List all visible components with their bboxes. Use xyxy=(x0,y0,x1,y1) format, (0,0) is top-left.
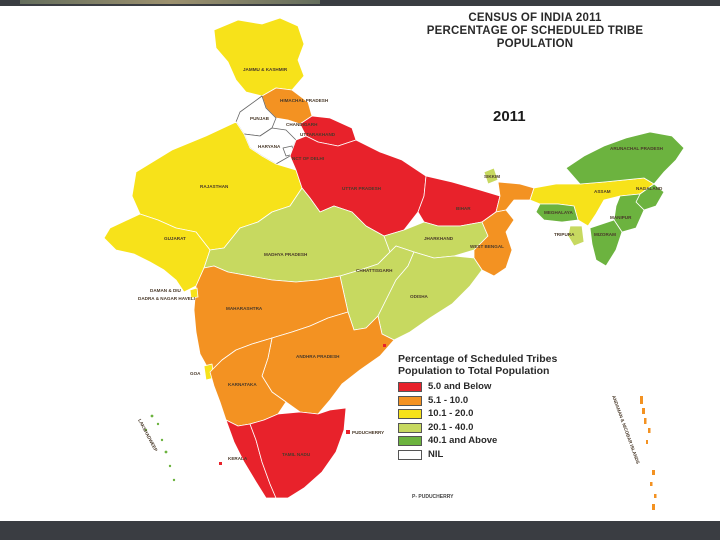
state-karnataka xyxy=(209,337,287,427)
label-lakshadweep: LAKSHADWEEP xyxy=(137,418,158,452)
title-line-3: POPULATION xyxy=(496,38,574,50)
legend-item: 5.0 and Below xyxy=(398,381,491,392)
legend-label: 5.1 - 10.0 xyxy=(428,395,469,406)
label-bihar: BIHAR xyxy=(456,206,471,211)
legend-swatch xyxy=(398,435,422,446)
label-jharkhand: JHARKHAND xyxy=(424,236,454,241)
legend: Percentage of Scheduled Tribes Populatio… xyxy=(398,353,557,460)
label-arunachal: ARUNACHAL PRADESH xyxy=(610,146,664,151)
legend-item: 10.1 - 20.0 xyxy=(398,408,473,419)
state-manipur xyxy=(613,193,645,233)
legend-swatch xyxy=(398,395,422,406)
label-meghalaya: MEGHALAYA xyxy=(544,210,573,215)
label-dnh: DADRA & NAGAR HAVELI xyxy=(138,296,195,301)
legend-label: 5.0 and Below xyxy=(428,381,492,392)
legend-swatch xyxy=(398,381,422,392)
label-andaman: ANDAMAN & NICOBAR ISLANDS xyxy=(611,395,640,465)
legend-label: 10.1 - 20.0 xyxy=(428,408,474,419)
label-daman: DAMAN & DIU xyxy=(150,288,182,293)
legend-item: 20.1 - 40.0 xyxy=(398,422,473,433)
andaman-nicobar-islands xyxy=(640,396,657,510)
state-meghalaya xyxy=(535,203,579,223)
state-west-bengal xyxy=(473,209,515,277)
label-gujarat: GUJARAT xyxy=(164,236,186,241)
title-line-1: CENSUS OF INDIA 2011 xyxy=(468,12,602,24)
legend-title-line-2: Population to Total Population xyxy=(398,365,550,377)
legend-label: 40.1 and Above xyxy=(428,435,498,446)
state-sikkim xyxy=(483,167,499,185)
state-mizoram xyxy=(589,219,623,267)
label-up: UTTAR PRADESH xyxy=(342,186,382,191)
state-tamil-nadu xyxy=(249,407,347,499)
legend-label: 20.1 - 40.0 xyxy=(428,422,474,433)
label-manipur: MANIPUR xyxy=(610,215,632,220)
label-puducherry: PUDUCHERRY xyxy=(352,430,384,435)
label-odisha: ODISHA xyxy=(410,294,429,299)
map-year: 2011 xyxy=(493,108,526,125)
label-jk: JAMMU & KASHMIR xyxy=(243,67,288,72)
legend-swatch xyxy=(398,408,422,419)
legend-item: 5.1 - 10.0 xyxy=(398,395,468,406)
label-wb: WEST BENGAL xyxy=(470,244,504,249)
footnote: P- PUDUCHERRY xyxy=(412,494,454,500)
label-sikkim: SIKKIM xyxy=(484,174,500,179)
legend-title: Percentage of Scheduled Tribes Populatio… xyxy=(398,353,557,377)
label-mp: MADHYA PRADESH xyxy=(264,252,308,257)
label-maharashtra: MAHARASHTRA xyxy=(226,306,263,311)
label-chandigarh: CHANDIGARH xyxy=(286,122,318,127)
label-goa: GOA xyxy=(190,371,201,376)
lakshadweep-islands xyxy=(144,414,176,482)
legend-swatch xyxy=(398,449,422,460)
state-dadra-nagar-haveli xyxy=(189,287,199,299)
label-assam: ASSAM xyxy=(594,189,611,194)
legend-title-line-1: Percentage of Scheduled Tribes xyxy=(398,353,558,365)
state-gujarat xyxy=(103,213,211,293)
title-line-2: PERCENTAGE OF SCHEDULED TRIBE xyxy=(426,25,644,37)
state-jammu-kashmir xyxy=(213,17,305,97)
label-ap: ANDHRA PRADESH xyxy=(296,354,340,359)
state-arunachal-pradesh xyxy=(565,131,685,185)
legend-item: 40.1 and Above xyxy=(398,435,497,446)
label-chhattisgarh: CHHATTISGARH xyxy=(356,268,393,273)
map-title: CENSUS OF INDIA 2011 PERCENTAGE OF SCHED… xyxy=(400,12,670,51)
legend-swatch xyxy=(398,422,422,433)
label-mizoram: MIZORAM xyxy=(594,232,616,237)
label-tn: TAMIL NADU xyxy=(282,452,311,457)
state-west-bengal-north xyxy=(495,181,535,213)
label-nagaland: NAGALAND xyxy=(636,186,663,191)
top-bar-accent xyxy=(20,0,320,4)
bottom-bar xyxy=(0,521,720,540)
label-punjab: PUNJAB xyxy=(250,116,270,121)
state-tripura xyxy=(567,225,585,247)
label-tripura: TRIPURA xyxy=(554,232,575,237)
label-karnataka: KARNATAKA xyxy=(228,382,257,387)
puducherry-markers xyxy=(219,344,386,465)
top-bar xyxy=(0,0,720,6)
label-uttarakhand: UTTARAKHAND xyxy=(300,132,336,137)
label-haryana: HARYANA xyxy=(258,144,281,149)
legend-item: NIL xyxy=(398,449,443,460)
label-delhi: NCT OF DELHI xyxy=(292,156,324,161)
label-rajasthan: RAJASTHAN xyxy=(200,184,229,189)
legend-label: NIL xyxy=(428,449,444,460)
label-hp: HIMACHAL PRADESH xyxy=(280,98,329,103)
label-kerala: KERALA xyxy=(228,456,248,461)
